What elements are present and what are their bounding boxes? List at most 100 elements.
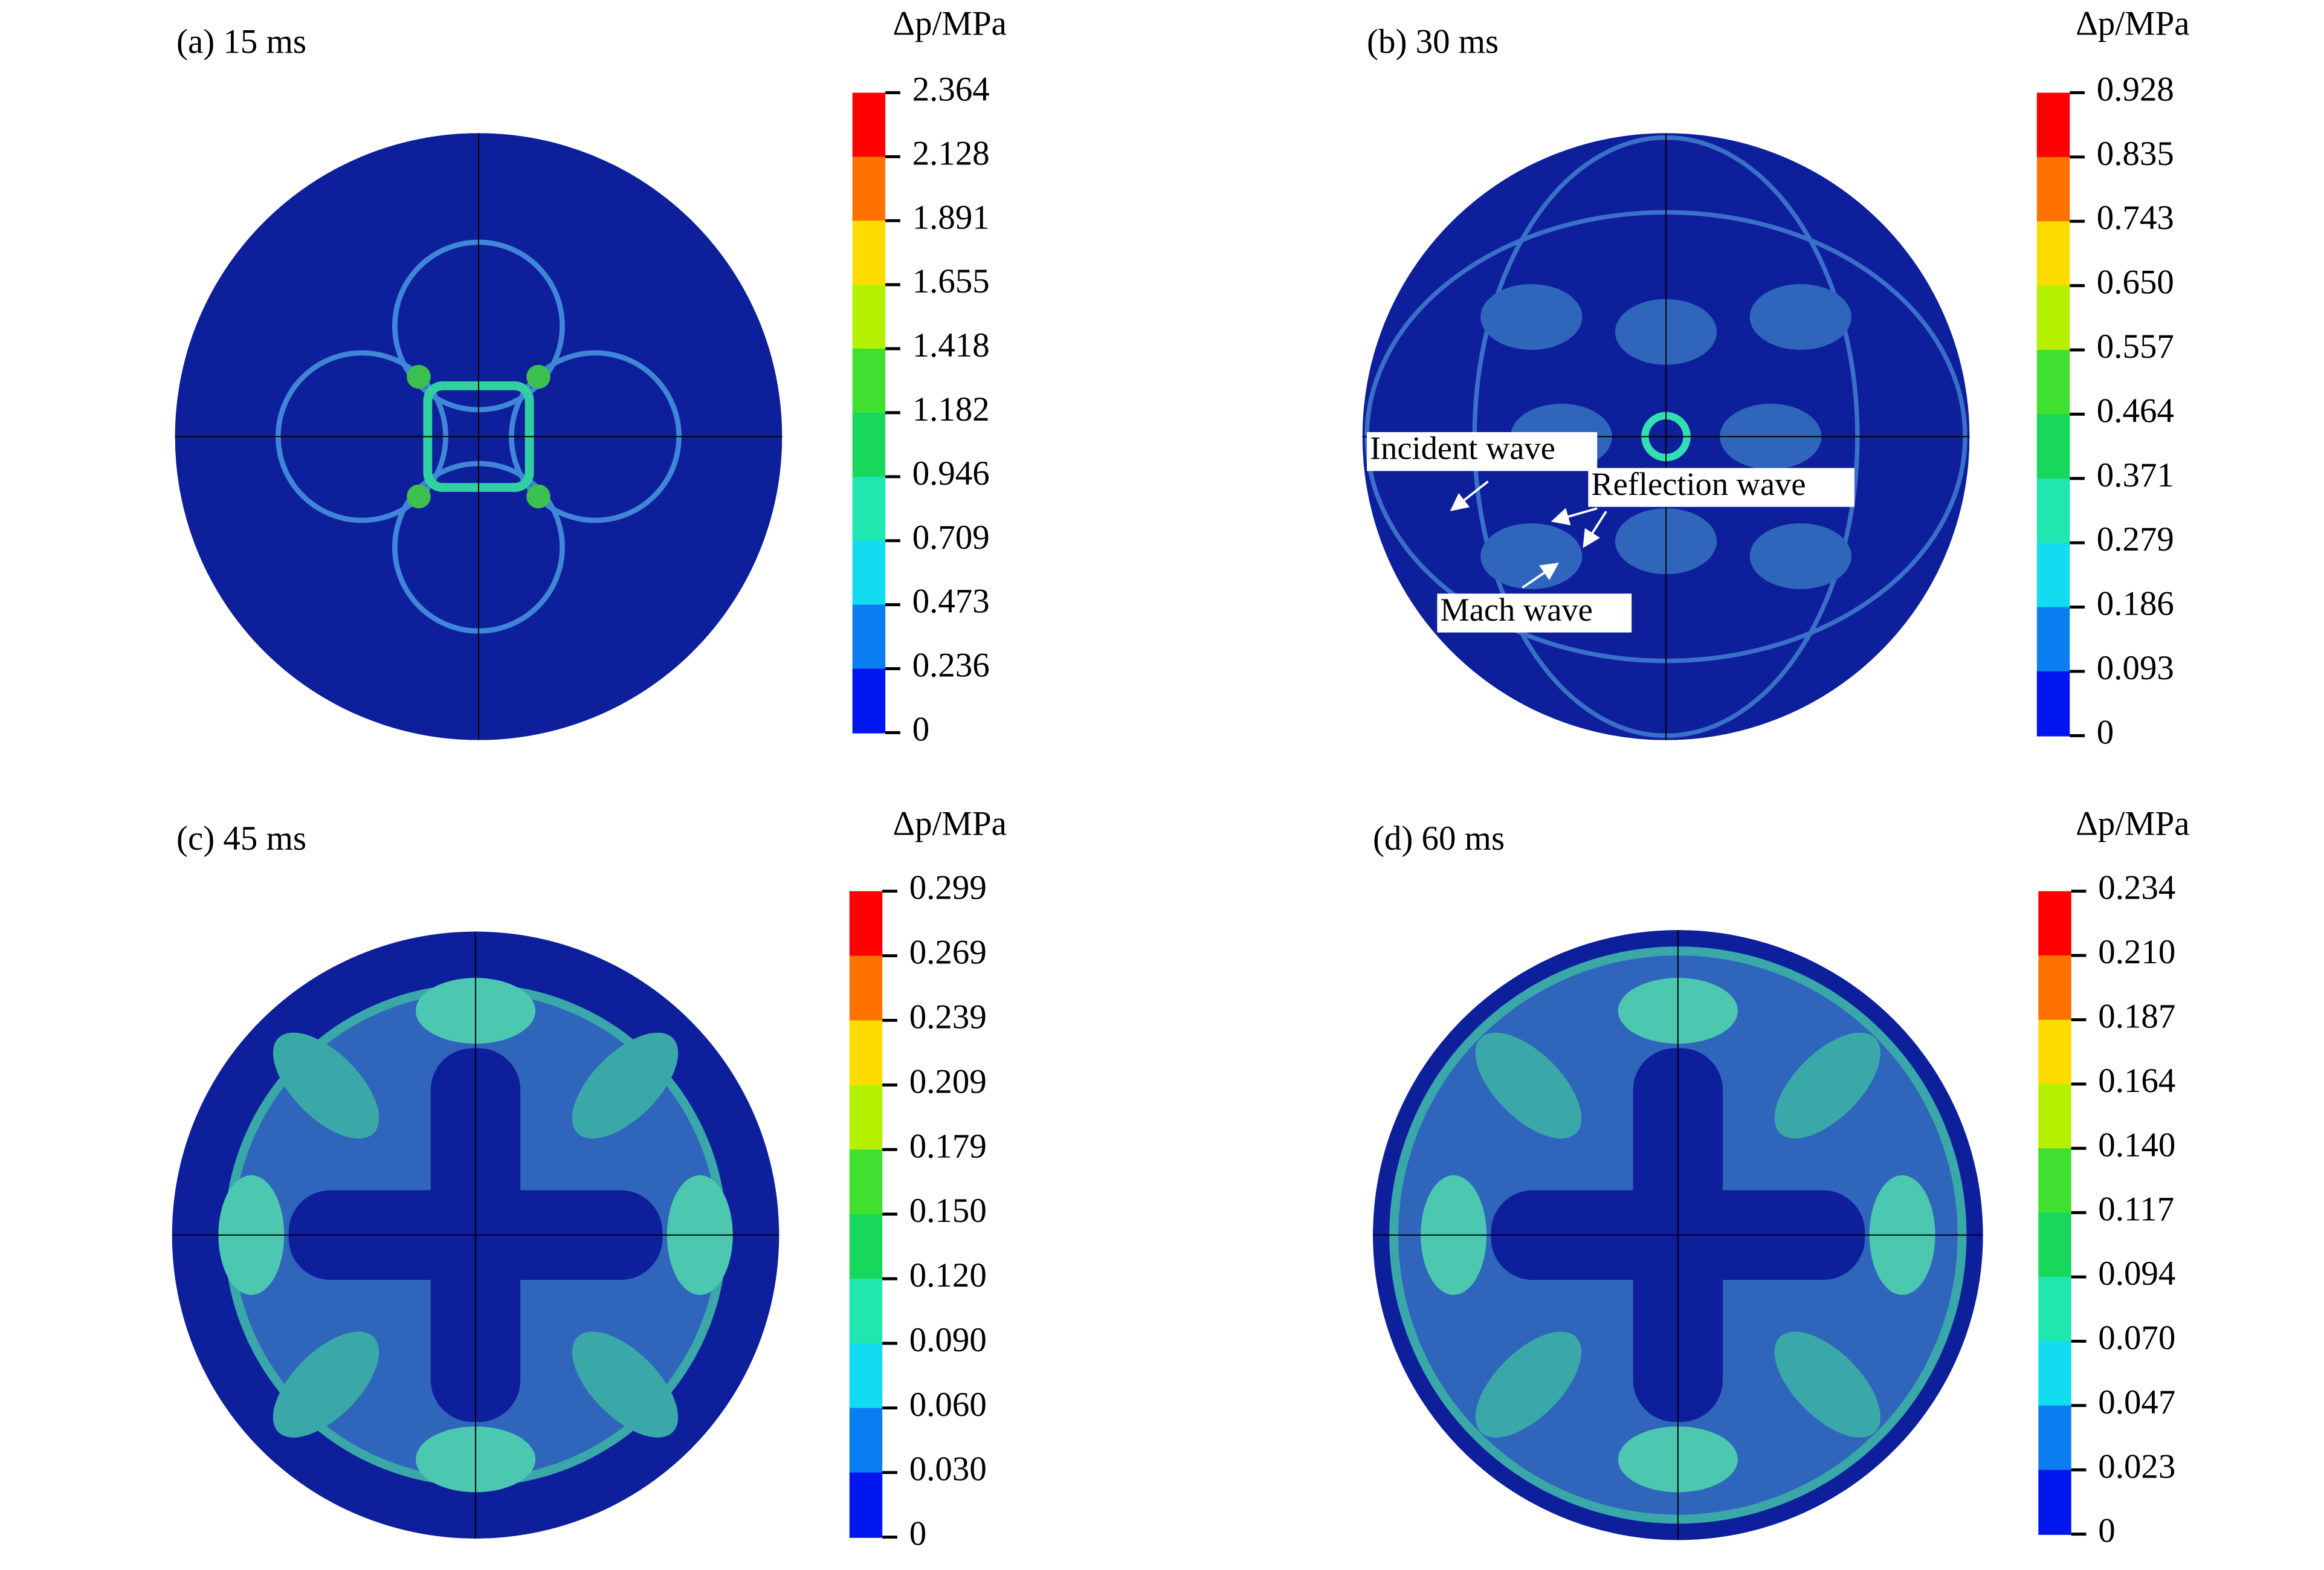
- colorbar-label: 0.557: [2097, 328, 2174, 366]
- annotation-arrow: [1583, 511, 1607, 548]
- colorbar-band: [852, 221, 886, 286]
- colorbar-label: 0.236: [912, 647, 990, 685]
- annotation: Mach wave: [1440, 591, 1592, 628]
- colorbar-label: 2.128: [912, 134, 990, 172]
- colorbar-label: 0.150: [909, 1192, 987, 1230]
- colorbar-label: 0: [909, 1515, 926, 1553]
- hot-spot: [526, 364, 550, 389]
- colorbar-band: [849, 1472, 883, 1538]
- colorbar-band: [849, 1214, 883, 1280]
- annotation: Incident wave: [1370, 430, 1555, 467]
- colorbar-band: [2038, 1084, 2071, 1149]
- colorbar-label: 0.928: [2097, 70, 2174, 108]
- colorbar-label: 2.364: [912, 70, 990, 108]
- pressure-region: [1480, 523, 1583, 589]
- colorbar-label: 0.060: [909, 1386, 987, 1424]
- colorbar-band: [2036, 92, 2070, 158]
- colorbar-label: 0.234: [2098, 869, 2175, 907]
- colorbar-band: [852, 540, 886, 606]
- colorbar-label: 0.140: [2098, 1126, 2175, 1164]
- colorbar-band: [2036, 414, 2070, 480]
- colorbar-band: [852, 349, 886, 414]
- colorbar-band: [849, 1085, 883, 1151]
- annotation-arrow: [1522, 563, 1560, 589]
- high-region: [1475, 1032, 1582, 1139]
- colorbar-band: [2038, 1277, 2071, 1342]
- colorbar-label: 0.117: [2098, 1190, 2174, 1229]
- colorbar-label: 0.093: [2097, 649, 2174, 687]
- pressure-region: [1749, 284, 1851, 350]
- colorbar-label: 0.186: [2097, 585, 2174, 623]
- colorbar-label: 0.464: [2097, 392, 2174, 430]
- colorbar-label: 1.418: [912, 326, 990, 364]
- colorbar-band: [2038, 1405, 2071, 1471]
- colorbar-band: [2038, 1341, 2071, 1407]
- colorbar-label: 0.179: [909, 1127, 987, 1165]
- colorbar-band: [2036, 543, 2070, 608]
- colorbar-band: [2038, 955, 2071, 1021]
- colorbar-band: [849, 1149, 883, 1215]
- colorbar-band: [849, 1343, 883, 1409]
- annotation-box: [1367, 432, 1598, 471]
- hot-spot: [526, 484, 550, 509]
- panel-title: (b) 30 ms: [1367, 22, 1499, 60]
- colorbar-band: [849, 1407, 883, 1473]
- pressure-region: [1749, 523, 1851, 589]
- colorbar-label: 0.090: [909, 1321, 987, 1359]
- colorbar-band: [2038, 1470, 2071, 1535]
- hot-spot: [407, 484, 431, 509]
- colorbar-label: 1.182: [912, 390, 990, 428]
- colorbar-label: 0.709: [912, 518, 990, 557]
- colorbar-label: 0.473: [912, 583, 990, 621]
- high-region: [273, 1331, 379, 1438]
- colorbar-label: 0.371: [2097, 456, 2174, 494]
- colorbar-band: [852, 668, 886, 734]
- high-region: [1774, 1032, 1880, 1139]
- colorbar-label: 0.120: [909, 1256, 987, 1294]
- unit-label: Δp/MPa: [893, 804, 1007, 842]
- colorbar-label: 0.743: [2097, 199, 2174, 237]
- colorbar-label: 0.030: [909, 1450, 987, 1488]
- high-region: [572, 1331, 679, 1438]
- annotation-arrow: [1551, 507, 1598, 526]
- colorbar-label: 1.655: [912, 262, 990, 300]
- panel-title: (d) 60 ms: [1373, 819, 1505, 858]
- colorbar-label: 0: [912, 710, 929, 748]
- colorbar-label: 1.891: [912, 198, 990, 236]
- colorbar-label: 0.023: [2098, 1447, 2175, 1485]
- colorbar-band: [849, 1020, 883, 1086]
- colorbar-label: 0: [2097, 713, 2114, 751]
- colorbar-band: [852, 285, 886, 350]
- unit-label: Δp/MPa: [2076, 804, 2189, 842]
- colorbar-band: [2036, 607, 2070, 673]
- colorbar-band: [2038, 1148, 2071, 1213]
- colorbar-band: [2036, 221, 2070, 286]
- colorbar-band: [849, 955, 883, 1021]
- colorbar-label: 0: [2098, 1512, 2115, 1550]
- colorbar-label: 0.164: [2098, 1062, 2175, 1100]
- colorbar-band: [852, 412, 886, 478]
- colorbar-label: 0.047: [2098, 1383, 2175, 1421]
- panel-title: (c) 45 ms: [176, 819, 306, 858]
- unit-label: Δp/MPa: [893, 5, 1007, 43]
- hot-spot: [407, 364, 431, 389]
- colorbar-label: 0.279: [2097, 520, 2174, 558]
- colorbar-band: [849, 891, 883, 957]
- colorbar-label: 0.209: [909, 1062, 987, 1100]
- high-region: [572, 1032, 679, 1139]
- panel-title: (a) 15 ms: [176, 22, 306, 60]
- colorbar-label: 0.239: [909, 998, 987, 1036]
- high-region: [1774, 1331, 1880, 1438]
- colorbar-label: 0.269: [909, 934, 987, 972]
- colorbar-label: 0.210: [2098, 933, 2175, 971]
- pressure-region: [1480, 284, 1583, 350]
- annotation: Reflection wave: [1591, 465, 1806, 502]
- colorbar-label: 0.835: [2097, 135, 2174, 173]
- colorbar-label: 0.299: [909, 869, 987, 907]
- high-region: [273, 1032, 379, 1139]
- colorbar-band: [849, 1279, 883, 1345]
- colorbar-band: [2038, 891, 2071, 957]
- colorbar-band: [2036, 349, 2070, 415]
- annotation-box: [1588, 468, 1854, 507]
